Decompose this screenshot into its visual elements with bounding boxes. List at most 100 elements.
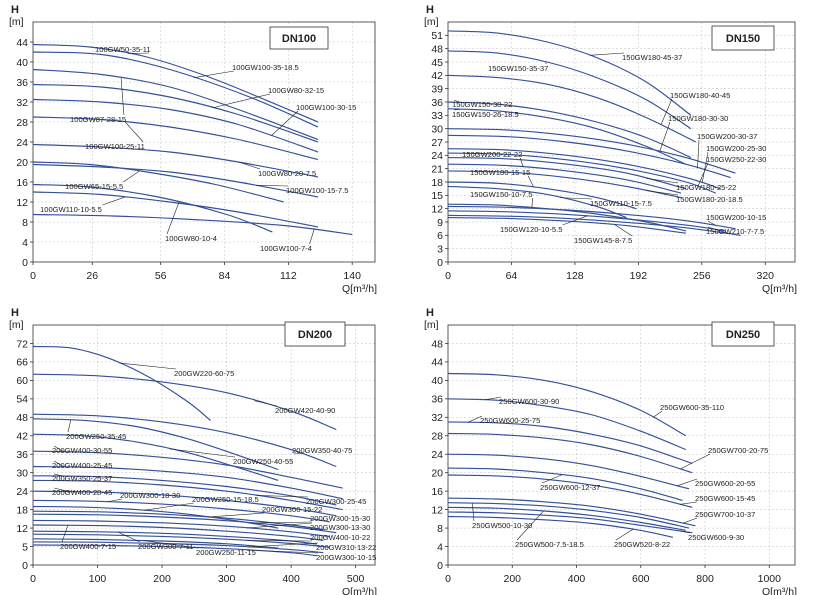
x-tick-label: 112 (280, 270, 297, 282)
y-tick-label: 9 (437, 217, 443, 229)
curve-250GW700-20-75 (447, 432, 693, 474)
curve-label: 150GW150-30-22 (452, 100, 512, 109)
curve-label: 200GW300-13-30 (310, 523, 370, 532)
y-tick-label: 5 (22, 541, 28, 553)
curve-label-leader (453, 108, 461, 111)
curve-150GW200-22-22 (447, 163, 682, 194)
dn-size-box (284, 321, 346, 347)
curve-label: 200GW420-40-90 (275, 406, 335, 415)
x-tick-label: 800 (696, 573, 714, 585)
y-tick-label: 72 (16, 338, 28, 350)
curve-150GW110-15-7.5 (447, 185, 627, 219)
curve-200GW420-40-90 (32, 373, 337, 431)
x-tick-label: 192 (630, 270, 648, 282)
curve-150GW180-45-37 (447, 30, 692, 116)
y-tick-label: 30 (16, 467, 28, 479)
x-tick-label: 26 (86, 270, 98, 282)
curve-250GW700-10-37 (447, 497, 696, 527)
curve-label-leader (61, 525, 69, 543)
x-axis-label: Q[m³/h] (342, 586, 377, 595)
curve-150GW150-30-22 (447, 101, 692, 159)
y-tick-label: 48 (16, 412, 28, 424)
curve-label: 250GW500-7.5-18.5 (515, 540, 584, 549)
y-tick-label: 60 (16, 375, 28, 387)
curve-150GW180-30-30 (447, 128, 736, 174)
y-tick-label: 8 (437, 523, 443, 535)
x-tick-label: 400 (568, 573, 586, 585)
curve-label: 150GW120-10-5.5 (500, 225, 562, 234)
curve-label-leader (519, 157, 524, 168)
x-tick-label: 1000 (758, 573, 782, 585)
y-tick-label: 24 (431, 150, 443, 162)
y-axis-unit: [m] (424, 16, 439, 28)
y-tick-label: 6 (437, 230, 443, 242)
y-tick-label: 66 (16, 357, 28, 369)
curve-label: 200GW400-7-15 (60, 542, 116, 551)
y-tick-label: 39 (431, 83, 443, 95)
y-axis-unit: [m] (424, 319, 439, 331)
curve-label: 200GW350-40-75 (292, 446, 352, 455)
y-tick-label: 24 (16, 486, 28, 498)
curve-label-leader (652, 410, 663, 418)
curve-label: 150GW200-22-22 (462, 150, 522, 159)
curve-label: 150GW150-35-37 (488, 64, 548, 73)
dn-size-box (269, 26, 329, 50)
curve-100GW110-10-5.5 (32, 191, 319, 228)
curve-200GW220-60-75 (32, 345, 211, 421)
curve-200GW300-25-45 (32, 479, 343, 511)
curve-label: 200GW400-30-55 (52, 446, 112, 455)
y-tick-label: 36 (16, 449, 28, 461)
y-axis-label: H (11, 4, 19, 16)
curve-label: 100GW100-7-4 (260, 244, 312, 253)
curve-200GW350-40-75 (32, 413, 337, 468)
curve-label-leader (646, 190, 679, 196)
curve-label: 100GW100-25-11 (85, 142, 145, 151)
curve-200GW400-10-22 (32, 533, 330, 548)
curve-label-leader (679, 530, 691, 534)
curve-label: 150GW145-8-7.5 (574, 236, 632, 245)
y-tick-label: 40 (431, 375, 443, 387)
curve-label: 100GW100-30-15 (296, 103, 356, 112)
curve-label-leader (143, 502, 195, 511)
y-tick-label: 16 (431, 486, 443, 498)
curve-label: 200GW250-40-55 (233, 457, 293, 466)
curve-label-leader (531, 197, 533, 208)
curve-label-leader (53, 445, 65, 453)
y-tick-label: 32 (16, 97, 28, 109)
curve-label: 100GW65-15-5.5 (65, 182, 123, 191)
x-axis-label: Q[m³/h] (762, 586, 797, 595)
curve-label: 100GW110-10-5.5 (40, 205, 102, 214)
curve-label: 200GW250-35-45 (66, 432, 126, 441)
y-tick-label: 44 (16, 37, 28, 49)
y-tick-label: 18 (16, 504, 28, 516)
curve-label: 250GW600-30-90 (499, 397, 559, 406)
curve-label: 200GW300-25-45 (306, 497, 366, 506)
curve-label: 200GW250-15-18.5 (192, 495, 259, 504)
x-tick-label: 0 (30, 573, 36, 585)
curve-150GW180-15-15 (447, 181, 637, 210)
curve-label-leader (120, 78, 125, 116)
y-tick-label: 16 (16, 177, 28, 189)
curve-label: 200GW310-13-22 (316, 543, 376, 552)
curve-200GW300-18-30 (32, 499, 330, 523)
curve-200GW400-30-55 (32, 450, 343, 489)
y-tick-label: 36 (16, 77, 28, 89)
curve-150GW200-30-37 (447, 134, 731, 179)
curve-label-leader (697, 139, 700, 168)
curve-label: 200GW400-10-22 (310, 533, 370, 542)
curve-200GW300-13-30 (32, 519, 330, 538)
curve-150GW200-10-15 (447, 205, 736, 230)
curve-label-leader (207, 512, 265, 518)
curve-250GW600-20-55 (447, 453, 690, 490)
dn-size-title: DN200 (298, 329, 332, 341)
curve-150GW120-10-5.5 (447, 210, 726, 232)
y-tick-label: 21 (431, 163, 443, 175)
curve-label-leader (238, 161, 261, 170)
y-tick-label: 24 (16, 137, 28, 149)
y-tick-label: 27 (431, 137, 443, 149)
x-tick-label: 140 (343, 270, 361, 282)
y-axis-unit: [m] (9, 16, 24, 28)
curve-label: 100GW80-20-7.5 (258, 169, 316, 178)
